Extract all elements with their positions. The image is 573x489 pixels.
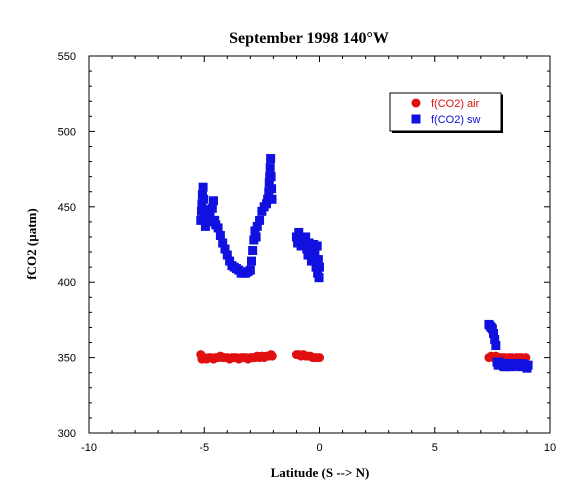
data-point-sw	[251, 232, 261, 242]
legend-marker-air	[411, 98, 421, 108]
data-point-sw	[314, 273, 324, 283]
x-tick-label: -5	[199, 442, 209, 454]
x-tick-label: -10	[81, 442, 97, 454]
chart-title: September 1998 140°W	[229, 30, 389, 47]
axis-ticks	[88, 55, 551, 434]
data-point-sw	[218, 238, 228, 248]
data-point-sw	[197, 199, 207, 209]
data-point-sw	[222, 250, 232, 260]
series-sw	[196, 154, 533, 373]
legend-label-air: f(CO2) air	[431, 98, 480, 110]
data-point-sw	[490, 335, 500, 345]
data-point-sw	[267, 184, 277, 194]
data-point-sw	[207, 203, 217, 213]
y-tick-label: 350	[58, 353, 76, 365]
data-point-sw	[255, 215, 265, 225]
data-point-sw	[257, 206, 267, 216]
data-point-air	[315, 353, 324, 363]
data-point-sw	[215, 230, 225, 240]
data-point-sw	[523, 360, 533, 370]
y-tick-label: 550	[58, 51, 76, 63]
data-point-sw	[306, 256, 316, 266]
x-axis-title: Latitude (S --> N)	[271, 465, 370, 480]
data-point-sw	[225, 256, 235, 266]
data-point-sw	[315, 262, 324, 272]
data-point-sw	[198, 182, 208, 192]
data-point-sw	[247, 256, 257, 266]
data-point-sw	[296, 241, 306, 251]
axis-tick-labels: -10 -5 0 5 10 300 350 400 450 500 550	[58, 51, 556, 454]
data-point-sw	[197, 190, 207, 200]
data-point-sw	[298, 236, 308, 246]
data-point-sw	[261, 199, 271, 209]
data-point-sw	[265, 163, 275, 173]
y-axis-title: fCO2 (µatm)	[24, 208, 39, 279]
x-tick-label: 0	[316, 442, 322, 454]
x-tick-label: 5	[432, 442, 438, 454]
legend-label-sw: f(CO2) sw	[431, 114, 481, 126]
legend-marker-sw	[411, 114, 421, 124]
data-point-air	[267, 351, 277, 361]
data-point-sw	[200, 221, 210, 231]
data-point-sw	[266, 154, 276, 164]
data-point-sw	[213, 223, 223, 233]
data-point-sw	[308, 244, 318, 254]
x-tick-label: 10	[544, 442, 556, 454]
data-point-sw	[313, 255, 323, 265]
data-point-sw	[220, 244, 230, 254]
data-point-sw	[294, 227, 304, 237]
y-tick-label: 400	[58, 277, 76, 289]
data-point-sw	[252, 221, 262, 231]
legend-shadow-right	[501, 95, 503, 133]
data-point-sw	[264, 178, 274, 188]
y-tick-label: 450	[58, 202, 76, 214]
data-point-sw	[248, 246, 258, 256]
data-series	[196, 154, 533, 373]
data-point-sw	[310, 250, 320, 260]
data-point-sw	[304, 238, 314, 248]
data-point-sw	[208, 196, 218, 206]
data-point-sw	[210, 215, 220, 225]
y-tick-label: 300	[58, 428, 76, 440]
data-point-sw	[267, 194, 277, 204]
legend-box	[389, 92, 502, 132]
data-point-sw	[266, 172, 276, 182]
legend: f(CO2) air f(CO2) sw	[389, 92, 503, 133]
data-point-sw	[301, 232, 311, 242]
data-point-sw	[313, 268, 323, 278]
data-point-sw	[199, 205, 209, 215]
series-air	[196, 350, 531, 364]
data-point-sw	[489, 328, 499, 338]
data-point-sw	[250, 226, 260, 236]
y-tick-label: 500	[58, 126, 76, 138]
legend-shadow-bottom	[392, 131, 503, 133]
data-point-sw	[487, 324, 497, 334]
data-point-sw	[245, 265, 255, 275]
data-point-sw	[312, 241, 322, 251]
data-point-sw	[199, 194, 209, 204]
data-point-sw	[491, 341, 501, 351]
data-point-sw	[205, 212, 215, 222]
